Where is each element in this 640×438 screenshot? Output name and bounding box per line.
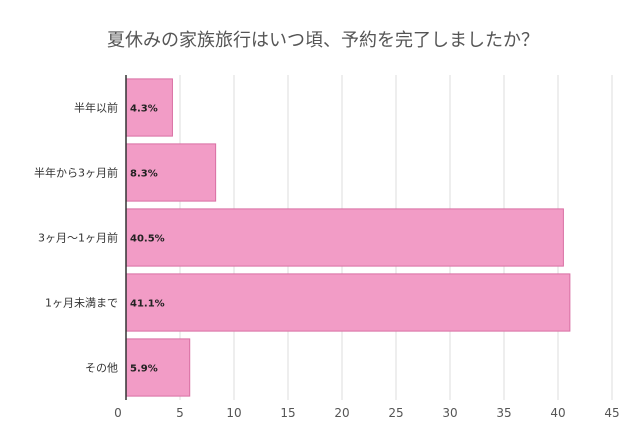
x-tick-label: 40 [550, 406, 565, 420]
x-tick-label: 30 [442, 406, 457, 420]
category-label: 半年以前 [74, 101, 118, 115]
x-tick-label: 45 [604, 406, 619, 420]
x-tick-label: 10 [226, 406, 241, 420]
x-tick-label: 0 [114, 406, 122, 420]
data-label: 4.3% [130, 104, 158, 115]
category-label: 3ヶ月〜1ヶ月前 [38, 231, 118, 245]
category-label: 半年から3ヶ月前 [34, 166, 118, 180]
data-label: 41.1% [130, 299, 165, 310]
data-label: 5.9% [130, 364, 158, 375]
x-tick-label: 25 [388, 406, 403, 420]
x-tick-labels: 0 5 10 15 20 25 30 35 40 45 [114, 406, 619, 420]
x-tick-label: 5 [176, 406, 184, 420]
bars [125, 78, 571, 397]
chart-title: 夏休みの家族旅行はいつ頃、予約を完了しましたか？ [107, 30, 539, 51]
bar [125, 78, 173, 137]
x-tick-label: 35 [496, 406, 511, 420]
data-labels: 4.3% 8.3% 40.5% 41.1% 5.9% [130, 104, 165, 375]
bar [125, 143, 217, 202]
bar [125, 273, 571, 332]
bar [125, 208, 564, 267]
category-label: 1ヶ月未満まで [45, 297, 118, 310]
bar [125, 338, 191, 397]
data-label: 8.3% [130, 169, 158, 180]
category-label: その他 [85, 362, 118, 375]
x-tick-label: 20 [334, 406, 349, 420]
x-tick-label: 15 [280, 406, 295, 420]
data-label: 40.5% [130, 234, 165, 245]
